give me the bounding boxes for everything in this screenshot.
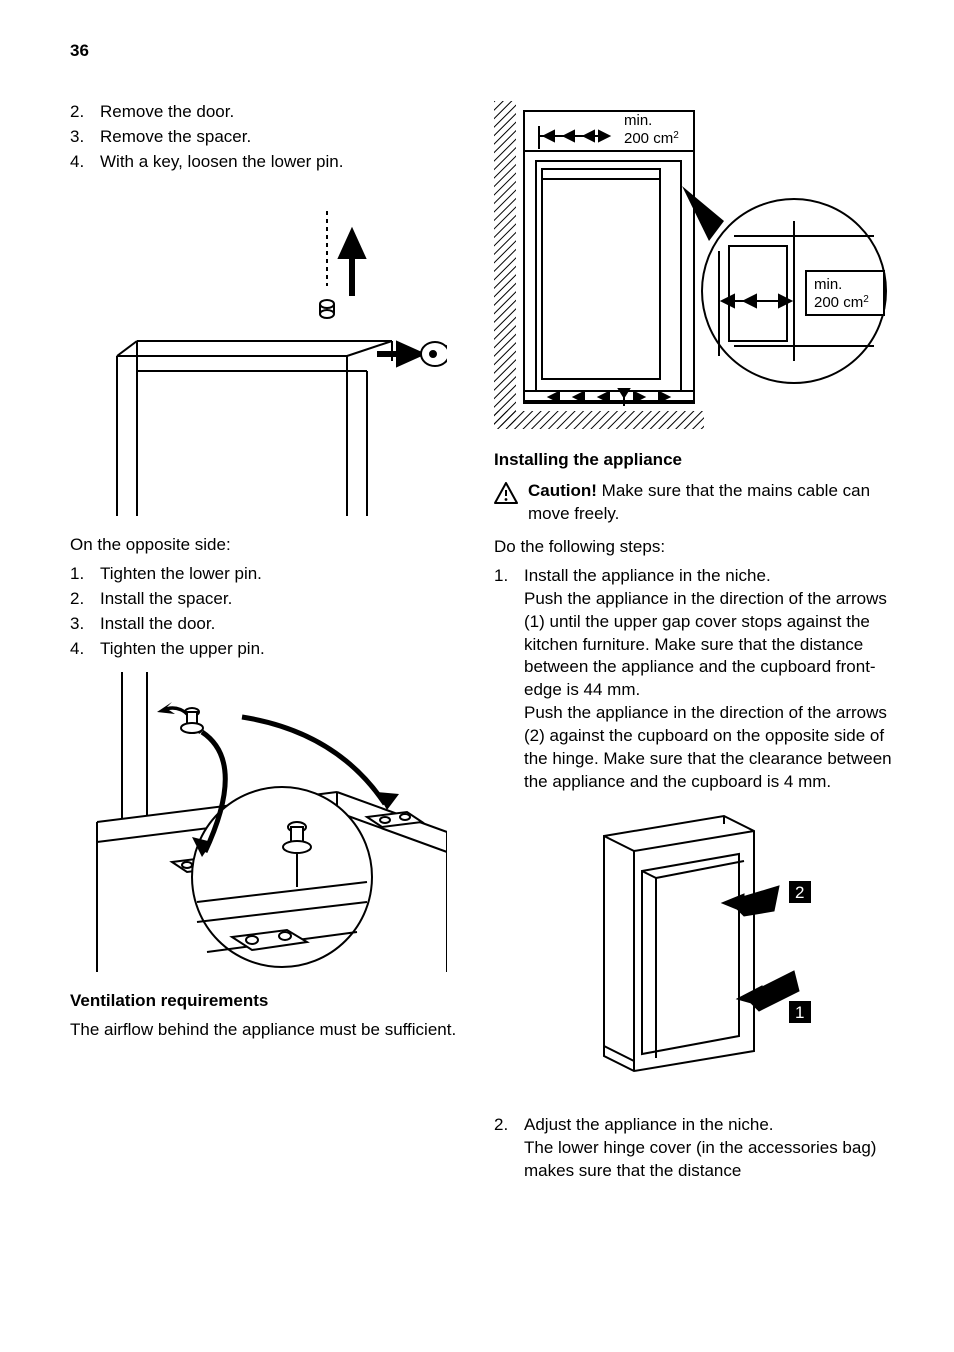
figure-remove-pin	[70, 186, 464, 516]
page-number: 36	[70, 40, 894, 63]
list-item: 2.Remove the door.	[70, 101, 464, 124]
step1-para2: Push the appliance in the direction of t…	[524, 703, 892, 791]
list-item: 3.Install the door.	[70, 613, 464, 636]
step-number: 3.	[70, 126, 100, 149]
svg-text:200 cm2: 200 cm2	[624, 129, 679, 147]
svg-text:200 cm2: 200 cm2	[814, 293, 869, 311]
step-text: With a key, loosen the lower pin.	[100, 151, 464, 174]
ventilation-text: The airflow behind the appliance must be…	[70, 1019, 464, 1042]
arrow-1-label: 1	[795, 1003, 804, 1022]
svg-text:min.: min.	[814, 276, 842, 293]
figure-install-arrows: 2 1	[494, 806, 894, 1096]
step1-para1: Push the appliance in the direction of t…	[524, 589, 887, 700]
install-steps-2: 2. Adjust the appliance in the niche. Th…	[494, 1114, 894, 1183]
step-text: Remove the door.	[100, 101, 464, 124]
install-title: Installing the appliance	[494, 449, 894, 472]
install-steps: 1. Install the appliance in the niche. P…	[494, 565, 894, 794]
two-column-layout: 2.Remove the door. 3.Remove the spacer. …	[70, 101, 894, 1185]
step-number: 2.	[70, 588, 100, 611]
step1-line1: Install the appliance in the niche.	[524, 566, 771, 585]
step-number: 4.	[70, 638, 100, 661]
steps-list-a: 2.Remove the door. 3.Remove the spacer. …	[70, 101, 464, 174]
list-item: 3.Remove the spacer.	[70, 126, 464, 149]
step-text: Install the spacer.	[100, 588, 464, 611]
list-item: 2.Install the spacer.	[70, 588, 464, 611]
steps-list-b: 1.Tighten the lower pin. 2.Install the s…	[70, 563, 464, 661]
list-item: 4.Tighten the upper pin.	[70, 638, 464, 661]
caution-bold: Caution!	[528, 481, 597, 500]
step-text: Remove the spacer.	[100, 126, 464, 149]
step2-para1: The lower hinge cover (in the accessorie…	[524, 1138, 876, 1180]
list-item: 1. Install the appliance in the niche. P…	[494, 565, 894, 794]
figure-install-pin	[70, 672, 464, 972]
arrow-2-label: 2	[795, 883, 804, 902]
step-text: Install the appliance in the niche. Push…	[524, 565, 894, 794]
step-text: Tighten the lower pin.	[100, 563, 464, 586]
step-text: Install the door.	[100, 613, 464, 636]
vent-top-label-1: min.	[624, 112, 652, 129]
warning-icon	[494, 482, 518, 511]
list-item: 2. Adjust the appliance in the niche. Th…	[494, 1114, 894, 1183]
step-number: 2.	[494, 1114, 524, 1183]
step-number: 2.	[70, 101, 100, 124]
opposite-side-intro: On the opposite side:	[70, 534, 464, 557]
caution-block: Caution! Make sure that the mains cable …	[494, 480, 894, 526]
list-item: 1.Tighten the lower pin.	[70, 563, 464, 586]
list-item: 4.With a key, loosen the lower pin.	[70, 151, 464, 174]
caution-text: Caution! Make sure that the mains cable …	[528, 480, 894, 526]
step-number: 3.	[70, 613, 100, 636]
left-column: 2.Remove the door. 3.Remove the spacer. …	[70, 101, 464, 1185]
step-text: Adjust the appliance in the niche. The l…	[524, 1114, 894, 1183]
do-following: Do the following steps:	[494, 536, 894, 559]
ventilation-title: Ventilation requirements	[70, 990, 464, 1013]
step2-line1: Adjust the appliance in the niche.	[524, 1115, 774, 1134]
step-number: 4.	[70, 151, 100, 174]
figure-ventilation: min. 200 cm2 min. 200 cm2	[494, 101, 894, 431]
step-number: 1.	[494, 565, 524, 794]
step-number: 1.	[70, 563, 100, 586]
right-column: min. 200 cm2 min. 200 cm2 Installing the…	[494, 101, 894, 1185]
step-text: Tighten the upper pin.	[100, 638, 464, 661]
